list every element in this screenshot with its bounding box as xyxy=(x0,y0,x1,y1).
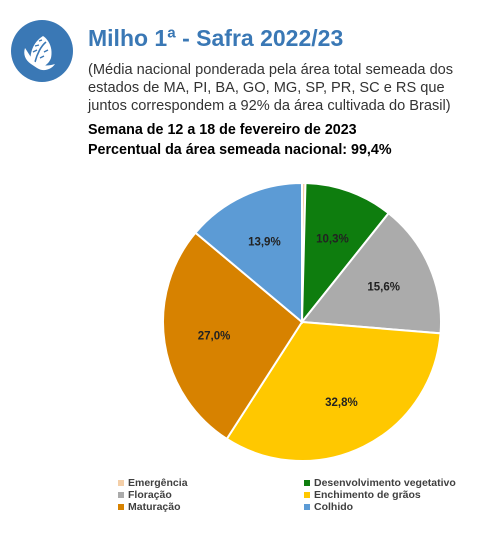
pie-slice-label: 15,6% xyxy=(367,282,400,294)
corn-icon xyxy=(9,18,75,84)
legend-item: Emergência xyxy=(118,477,188,489)
legend-swatch xyxy=(118,504,124,510)
pie-slice-label: 13,9% xyxy=(248,236,281,248)
legend-item: Enchimento de grãos xyxy=(304,489,421,501)
page-title: Milho 1ª - Safra 2022/23 xyxy=(88,25,344,51)
legend-swatch xyxy=(118,480,124,486)
legend-swatch xyxy=(118,492,124,498)
pie-slice-3 xyxy=(300,211,442,335)
legend-swatch xyxy=(304,480,310,486)
week-label: Semana de 12 a 18 de fevereiro de 2023 xyxy=(88,122,357,138)
legend-label: Desenvolvimento vegetativo xyxy=(314,477,456,489)
sown-percentage-label: Percentual da área semeada nacional: 99,… xyxy=(88,142,392,158)
pie-slice-6 xyxy=(194,181,303,325)
pie-slice-5 xyxy=(162,231,304,441)
legend-item: Floração xyxy=(118,489,172,501)
legend-item: Maturação xyxy=(118,501,181,513)
legend-swatch xyxy=(304,492,310,498)
legend-swatch xyxy=(304,504,310,510)
legend-label: Colhido xyxy=(314,501,354,513)
pie-chart: 10,3% 15,6% 32,8% 27,0% 13,9% xyxy=(162,181,442,462)
pie-slice-label: 32,8% xyxy=(325,397,358,409)
legend-label: Emergência xyxy=(128,477,188,489)
pie-slice-label: 27,0% xyxy=(198,330,231,342)
pie-slice-label: 10,3% xyxy=(316,233,349,245)
legend-label: Floração xyxy=(128,489,172,501)
legend-item: Desenvolvimento vegetativo xyxy=(304,477,456,489)
legend-label: Maturação xyxy=(128,501,181,513)
legend-label: Enchimento de grãos xyxy=(314,489,421,501)
page-subtitle: (Média nacional ponderada pela área tota… xyxy=(88,62,454,114)
legend-item: Colhido xyxy=(304,501,353,513)
pie-slice-2 xyxy=(300,182,390,325)
